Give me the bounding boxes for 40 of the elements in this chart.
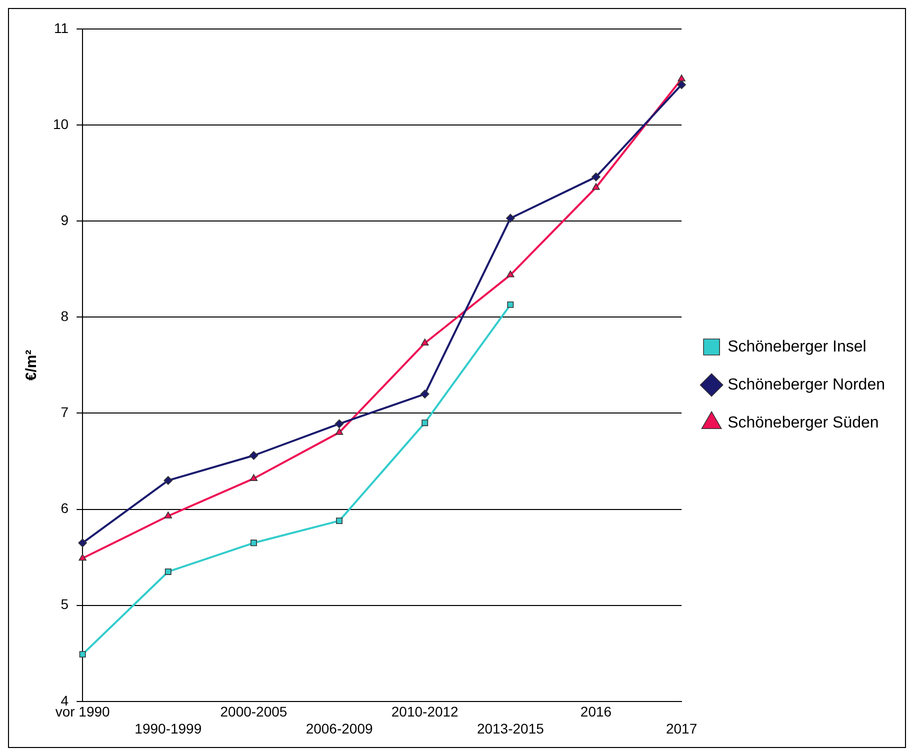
y-tick-label: 11: [54, 20, 69, 36]
x-tick-label: 2017: [666, 720, 698, 736]
point: [164, 512, 172, 518]
point: [592, 183, 600, 190]
y-tick-label: 6: [60, 500, 69, 516]
x-tick-label: 2016: [580, 704, 612, 720]
y-tick-label: 9: [60, 212, 69, 228]
legend-label: Schöneberger Süden: [728, 414, 879, 432]
x-tick-label: 1990-1999: [134, 720, 202, 736]
point: [677, 80, 686, 90]
point: [79, 651, 86, 658]
point: [78, 554, 86, 561]
point: [422, 420, 428, 426]
legend-label: Schöneberger Norden: [728, 376, 885, 394]
x-tick-label: 2010-2012: [391, 704, 459, 720]
point: [249, 451, 258, 460]
point: [420, 390, 430, 398]
point: [250, 540, 257, 546]
point: [250, 474, 258, 481]
point: [678, 74, 686, 82]
point: [592, 172, 600, 182]
point: [506, 214, 515, 223]
point: [507, 301, 514, 308]
x-tick-label: 2013-2015: [476, 720, 544, 736]
y-tick-label: 7: [60, 404, 69, 420]
legend-label: Schöneberger Insel: [728, 338, 866, 356]
point: [420, 338, 429, 346]
x-tick-label: 2006-2009: [306, 720, 373, 736]
y-tick-label: 10: [52, 116, 69, 132]
y-tick-label: 8: [60, 308, 69, 324]
y-axis-title: €/m²: [23, 350, 40, 381]
point: [506, 270, 514, 278]
x-tick-label: 2000-2005: [220, 704, 288, 720]
point: [335, 428, 344, 435]
point: [164, 476, 173, 485]
y-tick-label: 5: [60, 596, 69, 612]
point: [164, 568, 172, 575]
point: [78, 538, 87, 548]
point: [336, 518, 343, 524]
point: [334, 419, 344, 428]
